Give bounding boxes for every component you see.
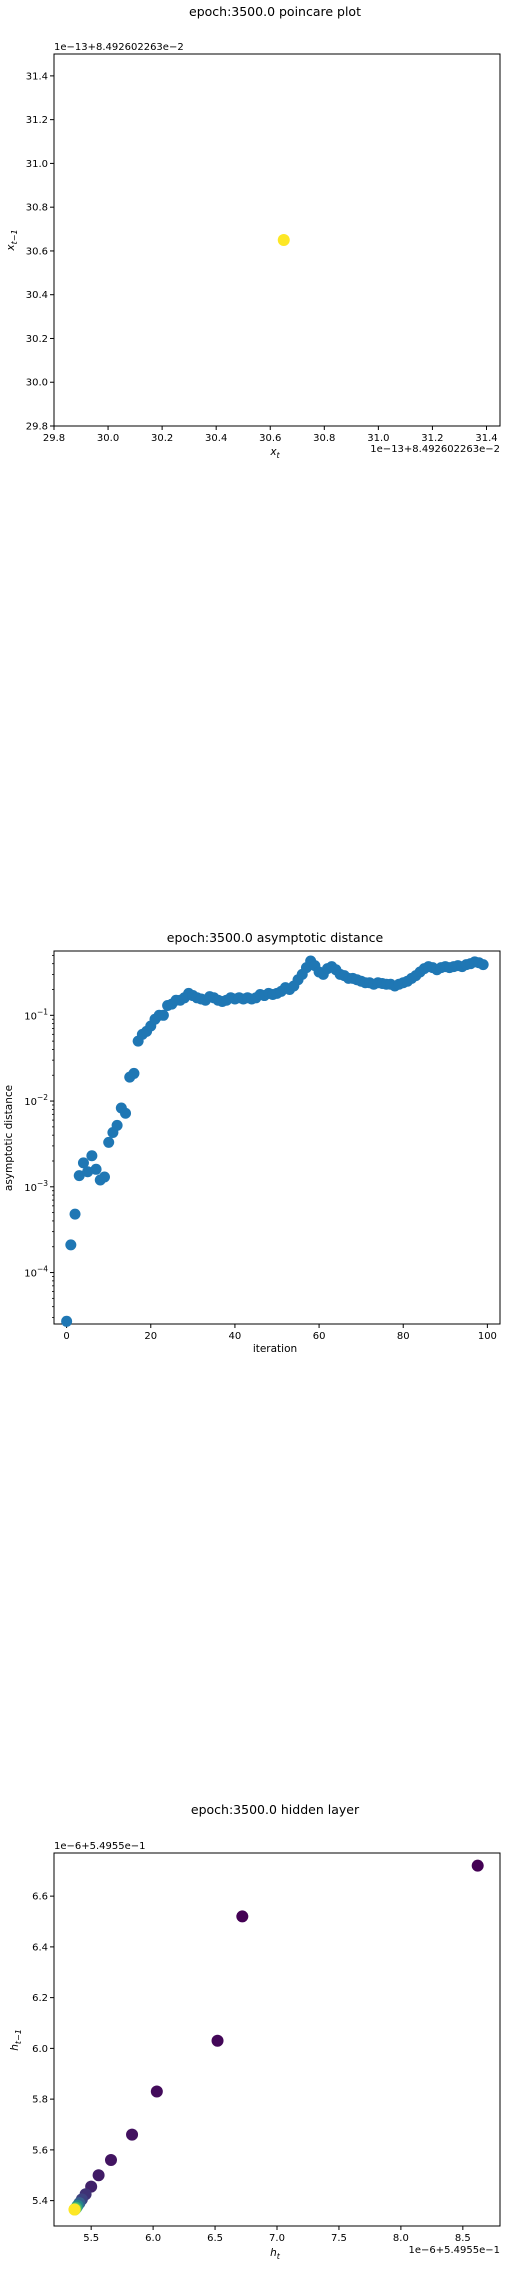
asymptotic-x-tick-label: 20	[144, 1331, 157, 1342]
asymptotic-point	[103, 1136, 115, 1148]
asymptotic-point	[77, 1157, 89, 1169]
poincare-y-ticks: 29.8 30.0 30.2 30.4 30.6 30.8 31.0 31.2 31.4	[26, 71, 54, 433]
asymptotic-point	[69, 1208, 81, 1220]
asymptotic-point	[90, 1163, 102, 1175]
poincare-y-tick-label: 31.4	[26, 71, 48, 82]
asymptotic-y-ticks: 10−1 10−2 10−3 10−4	[24, 954, 54, 1318]
asymptotic-axes-frame	[53, 950, 501, 1325]
poincare-point	[277, 234, 290, 246]
asymptotic-y-tick-label: 10−3	[24, 1179, 48, 1194]
poincare-title: epoch:3500.0 poincare plot	[189, 4, 361, 19]
hidden-axes-frame	[53, 1852, 501, 2227]
asymptotic-point	[73, 1170, 85, 1182]
asymptotic-point	[477, 959, 489, 971]
asymptotic-x-tick-label: 0	[63, 1331, 69, 1342]
poincare-y-tick-label: 30.4	[26, 290, 48, 301]
poincare-axes-frame	[53, 53, 501, 427]
poincare-y-tick-label: 30.2	[26, 334, 48, 345]
hidden-y-tick-label: 6.4	[32, 1942, 48, 1953]
hidden-x-tick-label: 6.0	[145, 2233, 161, 2244]
asymptotic-x-tick-label: 60	[313, 1331, 326, 1342]
asymptotic-panel: epoch:3500.0 asymptotic distance 0 20 40 60…	[3, 930, 501, 1355]
asymptotic-x-ticks: 0 20 40 60 80 100	[63, 1324, 497, 1342]
poincare-x-tick-label: 30.4	[205, 433, 227, 444]
hidden-x-tick-label: 6.5	[207, 2233, 223, 2244]
asymptotic-point	[61, 1315, 73, 1327]
poincare-x-tick-label: 30.0	[97, 433, 119, 444]
poincare-y-tick-label: 29.8	[26, 422, 48, 433]
hidden-y-tick-label: 6.2	[32, 1993, 48, 2004]
asymptotic-y-tick-label: 10−1	[24, 1007, 48, 1022]
asymptotic-x-label: iteration	[253, 1343, 297, 1355]
hidden-point	[471, 1859, 484, 1872]
hidden-x-ticks: 5.5 6.0 6.5 7.0 7.5 8.0 8.5	[83, 2226, 471, 2244]
poincare-x-ticks: 29.8 30.0 30.2 30.4 30.6 30.8 31.0 31.2 31.4	[43, 426, 498, 444]
hidden-point	[126, 2128, 139, 2141]
asymptotic-points	[61, 955, 489, 1327]
asymptotic-title: epoch:3500.0 asymptotic distance	[167, 930, 384, 945]
poincare-x-tick-label: 30.6	[259, 433, 281, 444]
asymptotic-y-tick-label: 10−2	[24, 1093, 48, 1108]
poincare-x-tick-label: 29.8	[43, 433, 65, 444]
poincare-x-offset: 1e−13+8.492602263e−2	[370, 444, 500, 455]
hidden-point	[104, 2154, 117, 2167]
hidden-x-tick-label: 7.5	[331, 2233, 347, 2244]
poincare-x-tick-label: 31.2	[421, 433, 443, 444]
hidden-points	[68, 1859, 484, 2216]
poincare-y-tick-label: 31.0	[26, 159, 48, 170]
hidden-x-tick-label: 8.5	[455, 2233, 471, 2244]
hidden-y-tick-label: 5.4	[32, 2196, 48, 2207]
hidden-y-tick-label: 5.8	[32, 2095, 48, 2106]
asymptotic-point	[82, 1166, 94, 1178]
poincare-x-tick-label: 31.4	[475, 433, 497, 444]
asymptotic-x-tick-label: 80	[397, 1331, 410, 1342]
hidden-y-tick-label: 5.6	[32, 2145, 48, 2156]
asymptotic-y-tick-label: 10−4	[24, 1265, 48, 1280]
hidden-y-ticks: 5.4 5.6 5.8 6.0 6.2 6.4 6.6	[32, 1892, 54, 2207]
asymptotic-x-tick-label: 40	[229, 1331, 242, 1342]
asymptotic-point	[120, 1107, 132, 1119]
poincare-points	[277, 234, 290, 246]
asymptotic-point	[128, 1067, 140, 1079]
poincare-x-tick-label: 31.0	[367, 433, 389, 444]
asymptotic-point	[86, 1150, 98, 1162]
poincare-y-label: xt−1	[5, 229, 19, 251]
hidden-x-label: ht	[270, 2247, 281, 2261]
asymptotic-point	[157, 1009, 169, 1021]
hidden-point	[236, 1910, 249, 1923]
hidden-x-tick-label: 5.5	[83, 2233, 99, 2244]
hidden-point	[211, 2034, 224, 2047]
hidden-title: epoch:3500.0 hidden layer	[191, 1802, 360, 1817]
hidden-panel: epoch:3500.0 hidden layer 1e−6+5.4955e−1…	[9, 1802, 501, 2261]
hidden-y-offset: 1e−6+5.4955e−1	[54, 1841, 146, 1852]
poincare-panel: epoch:3500.0 poincare plot 1e−13+8.49260…	[5, 4, 501, 460]
hidden-point	[92, 2169, 105, 2182]
asymptotic-y-label: asymptotic distance	[3, 1085, 15, 1191]
hidden-y-label: ht−1	[9, 2029, 23, 2051]
poincare-y-offset: 1e−13+8.492602263e−2	[54, 42, 184, 53]
poincare-x-tick-label: 30.8	[313, 433, 335, 444]
hidden-point	[68, 2203, 81, 2216]
poincare-y-tick-label: 30.0	[26, 378, 48, 389]
hidden-y-tick-label: 6.6	[32, 1892, 48, 1903]
asymptotic-point	[111, 1119, 123, 1131]
poincare-x-label: xt	[269, 446, 280, 460]
hidden-x-tick-label: 7.0	[269, 2233, 285, 2244]
hidden-x-offset: 1e−6+5.4955e−1	[408, 2245, 500, 2256]
asymptotic-point	[65, 1239, 77, 1251]
asymptotic-point	[98, 1171, 110, 1183]
poincare-y-tick-label: 31.2	[26, 115, 48, 126]
hidden-y-tick-label: 6.0	[32, 2044, 48, 2055]
asymptotic-x-tick-label: 100	[478, 1331, 497, 1342]
hidden-point	[150, 2085, 163, 2098]
hidden-x-tick-label: 8.0	[393, 2233, 409, 2244]
poincare-y-tick-label: 30.6	[26, 246, 48, 257]
poincare-y-tick-label: 30.8	[26, 203, 48, 214]
poincare-x-tick-label: 30.2	[151, 433, 173, 444]
